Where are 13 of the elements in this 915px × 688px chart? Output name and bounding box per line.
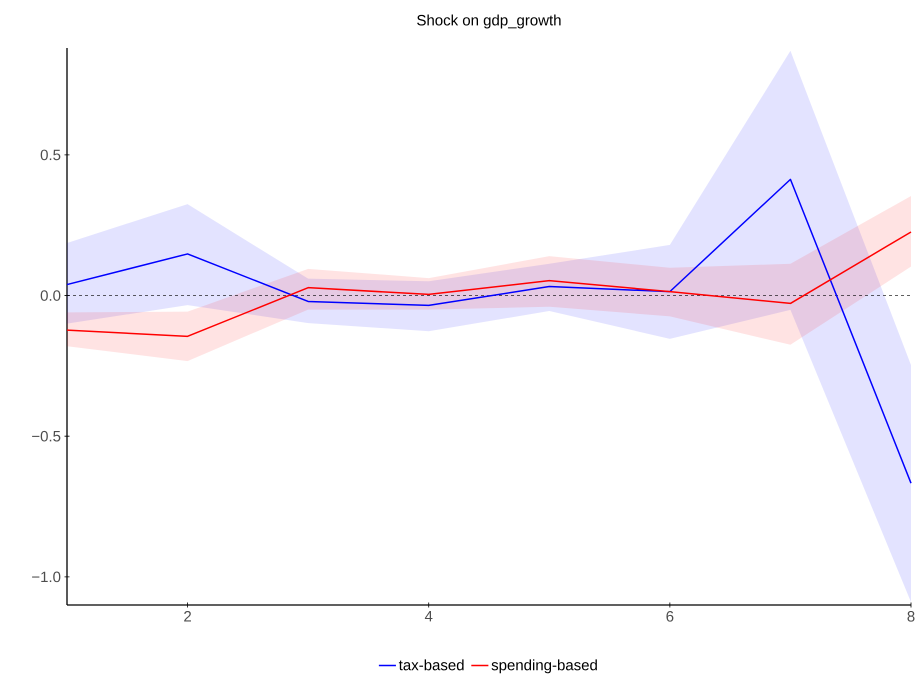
x-tick-label: 6 [666,611,674,622]
x-tick-label: 2 [184,611,191,622]
y-tick-label: −0.5 [32,430,60,442]
legend-label: spending-based [492,659,597,674]
chart-title: Shock on gdp_growth [417,14,561,28]
line-series [66,231,912,338]
y-tick-label: 0.5 [40,150,60,160]
y-tick-label: −1.0 [32,572,60,582]
x-tick-label: 8 [907,611,915,622]
x-tick-label: 4 [424,611,432,622]
y-tick-label: 0.0 [40,290,60,301]
legend-label: tax-based [398,659,464,670]
line-series [66,178,912,484]
